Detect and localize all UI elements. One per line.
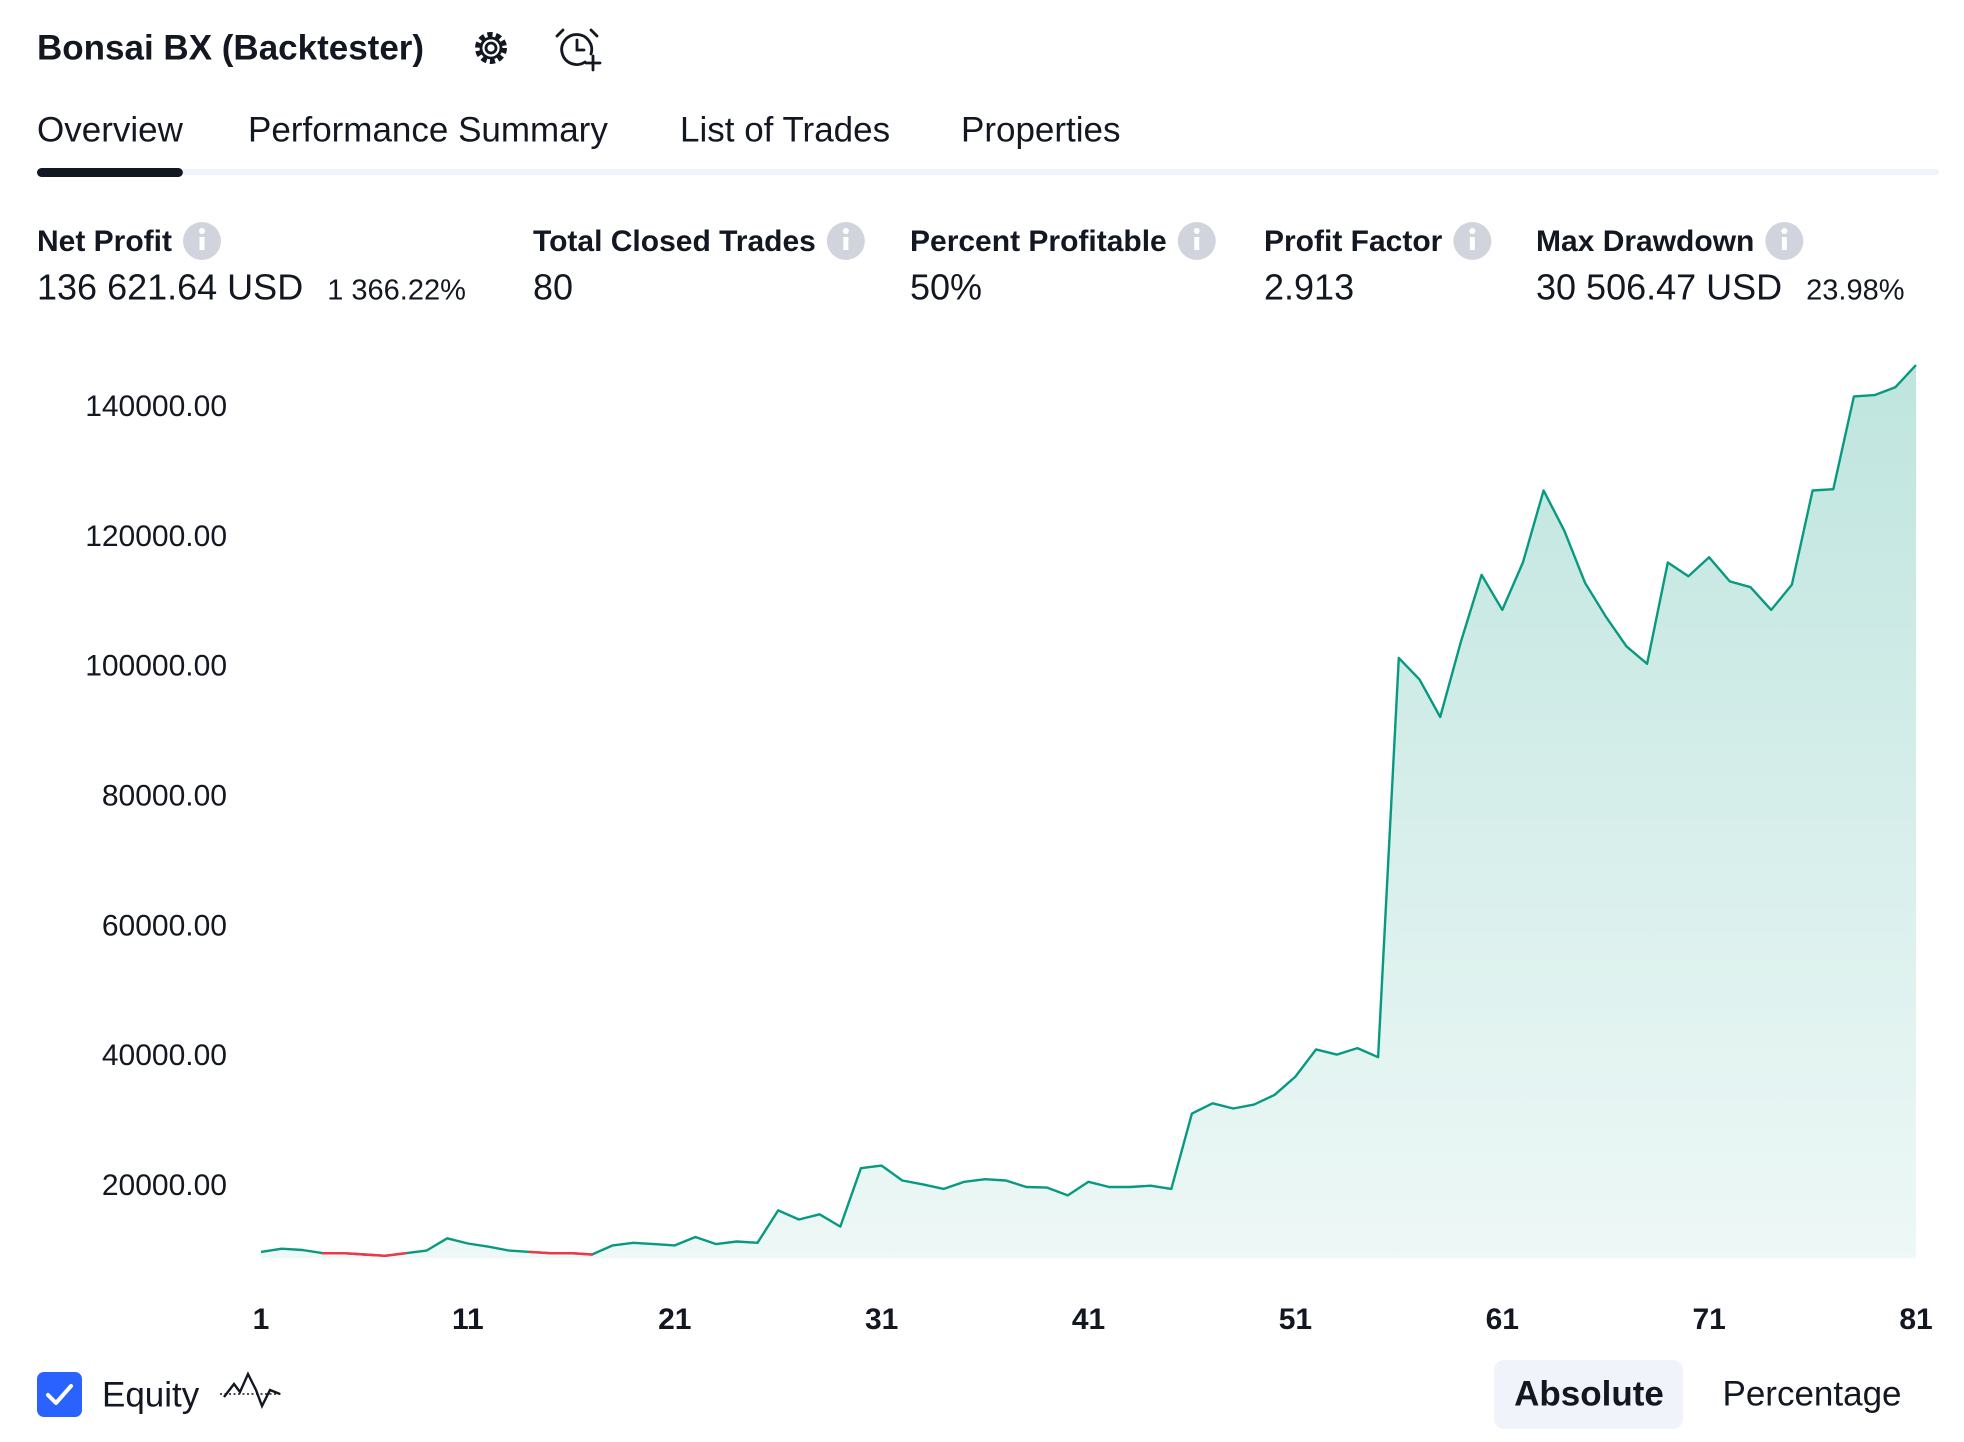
checkmark [46,1384,73,1405]
tab-bar: Overview Performance Summary List of Trade… [37,110,1939,177]
stat-value: 136 621.64 USD [37,267,303,308]
stat-value: 30 506.47 USD [1536,267,1782,308]
y-tick-label: 40000.00 [102,1039,227,1072]
stat-extra: 23.98% [1806,275,1904,307]
y-tick-label: 100000.00 [85,650,227,683]
info-dot [199,228,205,234]
tab[interactable]: Overview [37,110,184,149]
tab-track [37,169,1939,175]
tab[interactable]: Performance Summary [248,110,608,149]
below-start-segment [363,1253,387,1258]
x-tick-label: 81 [1899,1303,1932,1336]
y-tick-label: 120000.00 [85,520,227,553]
stats-row: Net Profit 136 621.64 USD 1 366.22% Total C… [37,222,1905,308]
x-tick-label: 31 [865,1303,898,1336]
x-tick-label: 21 [658,1303,691,1336]
stat-label: Max Drawdown [1536,225,1754,258]
x-tick-label: 41 [1072,1303,1105,1336]
x-tick-label: 71 [1692,1303,1725,1336]
stat-label: Total Closed Trades [533,225,816,258]
info-stem [1469,237,1475,250]
info-icon[interactable] [1765,222,1804,260]
stat-extra: 1 366.22% [327,275,466,307]
info-icon[interactable] [826,222,865,260]
legend-label: Equity [102,1375,200,1414]
equity-line-icon [220,1371,282,1409]
active-mode-bg [1494,1360,1683,1429]
chart-footer: Equity Absolute Percentage [37,1360,1902,1429]
settings-icon[interactable] [475,32,507,64]
x-tick-label: 51 [1279,1303,1312,1336]
tab[interactable]: List of Trades [680,110,890,149]
x-tick-label: 1 [253,1303,270,1336]
equity-chart: 20000.00 40000.00 60000.00 80000.00 100000.0… [85,364,1933,1336]
equity-area [261,365,1916,1259]
y-tick-label: 80000.00 [102,779,227,812]
info-dot [1781,228,1788,234]
y-tick-label: 140000.00 [85,390,227,423]
info-icon[interactable] [1453,222,1492,260]
mode-button[interactable]: Percentage [1722,1374,1901,1413]
stat-value: 2.913 [1264,267,1354,308]
add-alert-icon[interactable] [555,28,602,72]
y-tick-label: 60000.00 [102,909,227,942]
stat-label: Percent Profitable [910,225,1167,258]
stat-label: Net Profit [37,225,172,258]
stat-label: Profit Factor [1264,225,1443,258]
info-stem [199,237,205,250]
x-tick-label: 61 [1486,1303,1519,1336]
strategy-title: Bonsai BX (Backtester) [37,28,424,67]
info-stem [1781,237,1787,250]
active-tab-indicator [37,168,183,177]
info-dot [1193,228,1200,234]
mode-button[interactable]: Absolute [1514,1374,1664,1413]
info-stem [1194,237,1200,250]
info-dot [1469,228,1476,234]
below-start-segment [342,1252,366,1256]
stat-value: 80 [533,267,573,308]
y-tick-label: 20000.00 [102,1169,227,1202]
info-icon[interactable] [1177,222,1216,260]
below-start-segment [383,1252,408,1258]
below-start-segment [570,1252,594,1256]
info-icon[interactable] [183,222,221,260]
equity-checkbox[interactable] [37,1372,82,1417]
stat-value: 50% [910,267,982,308]
below-start-segment [528,1250,552,1255]
info-dot [842,228,849,234]
x-tick-label: 11 [452,1303,484,1336]
tab[interactable]: Properties [961,110,1121,149]
info-stem [843,237,849,250]
